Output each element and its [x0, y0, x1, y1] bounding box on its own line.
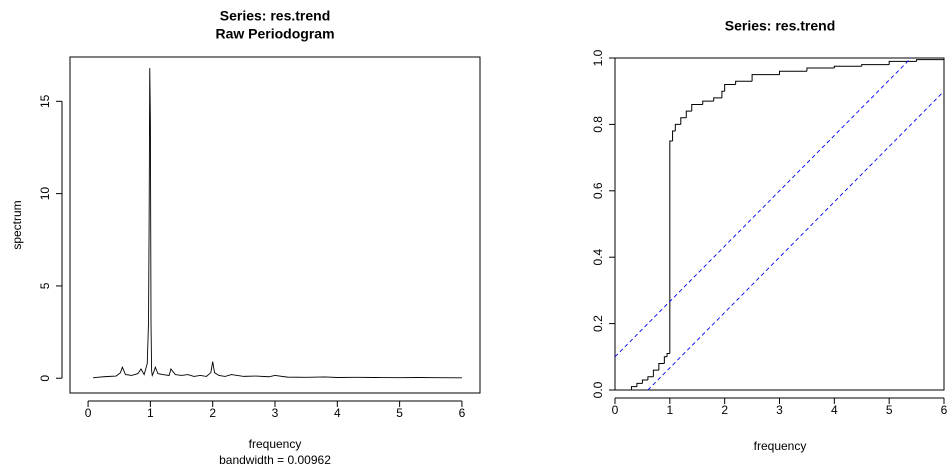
chart-title: Series: res.trend: [725, 18, 836, 34]
step-segment: [888, 60, 917, 65]
step-segment: [713, 97, 722, 102]
x-axis-label: frequency: [754, 439, 807, 453]
y-tick-label: 0.8: [591, 116, 605, 133]
x-tick-label: 3: [776, 403, 783, 417]
y-tick-label: 15: [38, 94, 52, 108]
step-segment: [666, 352, 670, 357]
step-segment: [916, 59, 944, 62]
step-segment: [779, 70, 807, 75]
x-axis-label: frequency: [249, 437, 302, 451]
step-segment: [691, 103, 703, 112]
step-segment: [636, 382, 643, 387]
x-tick-label: 1: [147, 406, 154, 420]
chart-subtitle: Raw Periodogram: [215, 26, 334, 42]
step-segment: [751, 74, 780, 82]
x-tick-label: 6: [941, 403, 948, 417]
y-tick-label: 0.0: [591, 381, 605, 398]
y-tick-label: 5: [38, 282, 52, 289]
step-segment: [641, 379, 648, 384]
x-tick-label: 6: [459, 406, 466, 420]
step-segment: [702, 100, 714, 105]
step-segment: [652, 369, 659, 377]
step-segment: [663, 356, 668, 364]
step-segment: [647, 376, 654, 381]
step-segment: [669, 140, 673, 354]
step-segment: [806, 67, 835, 72]
x-tick-label: 4: [831, 403, 838, 417]
x-tick-label: 5: [886, 403, 893, 417]
y-tick-label: 10: [38, 187, 52, 201]
x-tick-label: 5: [396, 406, 403, 420]
step-segment: [630, 386, 637, 390]
chart-title: Series: res.trend: [220, 8, 331, 24]
y-tick-label: 0.2: [591, 315, 605, 332]
y-tick-label: 0.4: [591, 249, 605, 266]
x-tick-label: 3: [272, 406, 279, 420]
step-segment: [658, 362, 665, 371]
y-tick-label: 1.0: [591, 49, 605, 66]
step-segment: [721, 90, 725, 98]
y-tick-label: 0.6: [591, 182, 605, 199]
y-tick-label: 0: [38, 375, 52, 382]
step-segment: [735, 80, 753, 85]
plot-box: [614, 57, 945, 391]
step-segment: [672, 130, 676, 141]
step-segment: [724, 84, 736, 92]
x-tick-label: 2: [721, 403, 728, 417]
confidence-line: [614, 57, 912, 358]
step-segment: [674, 123, 681, 132]
x-axis-sublabel: bandwidth = 0.00962: [219, 453, 331, 467]
x-tick-label: 4: [334, 406, 341, 420]
x-tick-label: 0: [612, 403, 619, 417]
x-tick-label: 1: [666, 403, 673, 417]
spectrum-line: [92, 68, 462, 379]
step-segment: [833, 65, 862, 68]
step-segment: [680, 117, 687, 125]
x-tick-label: 2: [209, 406, 216, 420]
step-segment: [861, 64, 890, 67]
x-tick-label: 0: [85, 406, 92, 420]
step-segment: [685, 110, 692, 118]
y-axis-label: spectrum: [10, 200, 24, 249]
plot-box: [69, 56, 481, 394]
confidence-line: [647, 90, 945, 391]
